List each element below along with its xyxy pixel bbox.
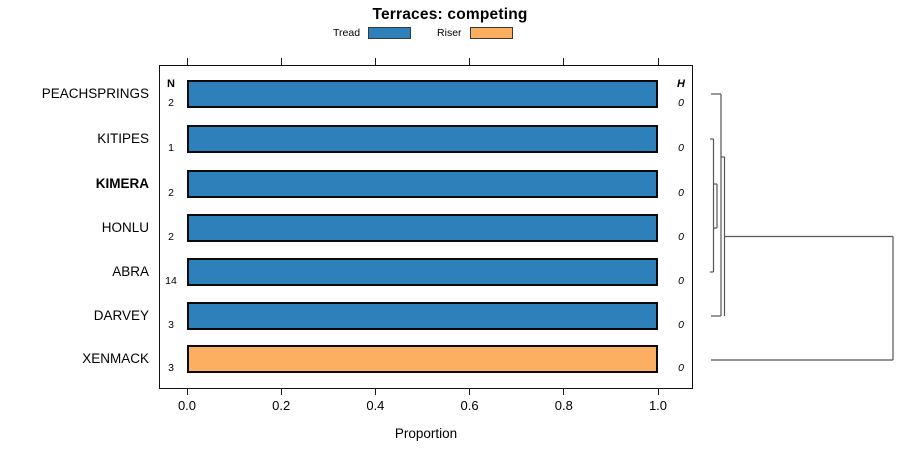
n-value: 14 bbox=[165, 275, 177, 287]
x-axis-title: Proportion bbox=[394, 426, 458, 441]
h-value: 0 bbox=[678, 319, 684, 331]
legend-swatch bbox=[469, 27, 513, 39]
n-value: 2 bbox=[168, 187, 174, 199]
legend-label: Riser bbox=[437, 27, 462, 39]
bar bbox=[187, 302, 658, 330]
bar bbox=[187, 125, 658, 153]
x-tick-label: 0.0 bbox=[177, 398, 197, 413]
bar bbox=[187, 345, 658, 373]
x-tick-top bbox=[186, 58, 188, 65]
n-value: 2 bbox=[168, 97, 174, 109]
h-value: 0 bbox=[678, 231, 684, 243]
x-tick-label: 0.2 bbox=[272, 398, 291, 413]
legend: Tread Riser bbox=[333, 26, 513, 40]
category-label: HONLU bbox=[101, 220, 149, 235]
h-value: 0 bbox=[678, 142, 684, 154]
x-tick-top bbox=[657, 58, 659, 65]
n-value: 3 bbox=[168, 319, 174, 331]
x-tick-label: 1.0 bbox=[648, 398, 668, 413]
category-label: XENMACK bbox=[82, 351, 149, 366]
x-tick-top bbox=[469, 58, 471, 65]
category-label: KIMERA bbox=[95, 176, 149, 191]
x-tick-label: 0.4 bbox=[366, 398, 385, 413]
h-column-header: H bbox=[677, 78, 685, 90]
x-tick-bottom bbox=[563, 388, 565, 395]
category-label: DARVEY bbox=[93, 308, 149, 323]
x-tick-bottom bbox=[280, 388, 282, 395]
x-tick-top bbox=[280, 58, 282, 65]
bar bbox=[187, 258, 658, 286]
h-value: 0 bbox=[678, 97, 684, 109]
x-tick-bottom bbox=[186, 388, 188, 395]
x-tick-bottom bbox=[657, 388, 659, 395]
legend-label: Tread bbox=[333, 27, 361, 39]
x-tick-bottom bbox=[374, 388, 376, 395]
legend-item: Riser bbox=[437, 27, 513, 39]
category-label: KITIPES bbox=[97, 131, 149, 146]
category-label: PEACHSPRINGS bbox=[41, 86, 149, 101]
h-value: 0 bbox=[678, 187, 684, 199]
chart-title: Terraces: competing bbox=[372, 6, 528, 23]
n-value: 2 bbox=[168, 231, 174, 243]
x-tick-top bbox=[374, 58, 376, 65]
category-label: ABRA bbox=[112, 264, 149, 279]
legend-item: Tread bbox=[333, 27, 412, 39]
x-tick-bottom bbox=[469, 388, 471, 395]
legend-swatch bbox=[368, 27, 412, 39]
x-tick-label: 0.8 bbox=[554, 398, 573, 413]
bar bbox=[187, 80, 658, 108]
h-value: 0 bbox=[678, 362, 684, 374]
x-tick-top bbox=[563, 58, 565, 65]
bar bbox=[187, 170, 658, 198]
x-tick-label: 0.6 bbox=[460, 398, 479, 413]
h-value: 0 bbox=[678, 275, 684, 287]
n-value: 3 bbox=[168, 362, 174, 374]
n-value: 1 bbox=[168, 142, 174, 154]
bar bbox=[187, 214, 658, 242]
n-column-header: N bbox=[167, 78, 175, 90]
